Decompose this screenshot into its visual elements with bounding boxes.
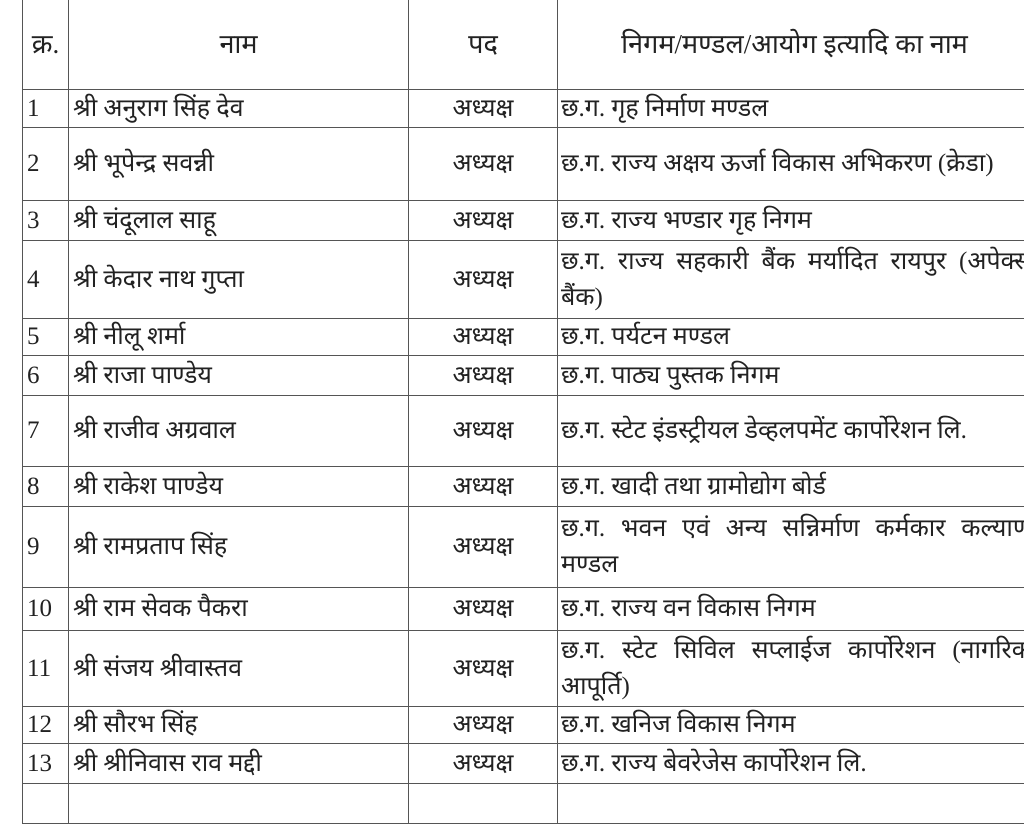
post-title: अध्यक्ष [409,356,558,396]
post-title: अध्यक्ष [409,631,558,707]
serial-number: 6 [23,356,69,396]
post-title: अध्यक्ष [409,201,558,241]
serial-number: 10 [23,588,69,631]
person-name: श्री केदार नाथ गुप्ता [69,241,409,319]
post-title: अध्यक्ष [409,467,558,507]
empty-cell [23,784,69,824]
organization-name: छ.ग. स्टेट सिविल सप्लाईज कार्पोरेशन (नाग… [558,631,1024,707]
person-name: श्री भूपेन्द्र सवन्नी [69,128,409,201]
serial-number: 1 [23,90,69,128]
post-title: अध्यक्ष [409,396,558,467]
person-name: श्री नीलू शर्मा [69,319,409,356]
person-name: श्री राम सेवक पैकरा [69,588,409,631]
person-name: श्री संजय श्रीवास्तव [69,631,409,707]
person-name: श्री चंदूलाल साहू [69,201,409,241]
organization-name: छ.ग. खनिज विकास निगम [558,707,1024,744]
person-name: श्री राजा पाण्डेय [69,356,409,396]
organization-name: छ.ग. राज्य अक्षय ऊर्जा विकास अभिकरण (क्र… [558,128,1024,201]
post-title: अध्यक्ष [409,507,558,588]
serial-number: 11 [23,631,69,707]
person-name: श्री अनुराग सिंह देव [69,90,409,128]
appointments-table: क्र. नाम पद निगम/मण्डल/आयोग इत्यादि का न… [22,0,1024,824]
person-name: श्री राजीव अग्रवाल [69,396,409,467]
person-name: श्री सौरभ सिंह [69,707,409,744]
header-row: क्र. नाम पद निगम/मण्डल/आयोग इत्यादि का न… [23,0,1024,90]
post-title: अध्यक्ष [409,588,558,631]
organization-name: छ.ग. राज्य बेवरेजेस कार्पोरेशन लि. [558,744,1024,784]
person-name: श्री श्रीनिवास राव मद्दी [69,744,409,784]
serial-number: 2 [23,128,69,201]
post-title: अध्यक्ष [409,319,558,356]
empty-cell [409,784,558,824]
organization-name: छ.ग. राज्य सहकारी बैंक मर्यादित रायपुर (… [558,241,1024,319]
serial-number: 13 [23,744,69,784]
serial-number: 12 [23,707,69,744]
serial-number: 7 [23,396,69,467]
empty-cell [69,784,409,824]
header-sno: क्र. [23,0,69,90]
organization-name: छ.ग. स्टेट इंडस्ट्रीयल डेव्हलपमेंट कार्प… [558,396,1024,467]
organization-name: छ.ग. राज्य वन विकास निगम [558,588,1024,631]
serial-number: 3 [23,201,69,241]
person-name: श्री रामप्रताप सिंह [69,507,409,588]
header-org: निगम/मण्डल/आयोग इत्यादि का नाम [558,0,1024,90]
serial-number: 8 [23,467,69,507]
organization-name: छ.ग. पर्यटन मण्डल [558,319,1024,356]
post-title: अध्यक्ष [409,241,558,319]
person-name: श्री राकेश पाण्डेय [69,467,409,507]
organization-name: छ.ग. गृह निर्माण मण्डल [558,90,1024,128]
table-row-partial [23,784,1024,824]
empty-cell [558,784,1024,824]
organization-name: छ.ग. पाठ्य पुस्तक निगम [558,356,1024,396]
header-post: पद [409,0,558,90]
organization-name: छ.ग. भवन एवं अन्य सन्निर्माण कर्मकार कल्… [558,507,1024,588]
organization-name: छ.ग. राज्य भण्डार गृह निगम [558,201,1024,241]
post-title: अध्यक्ष [409,744,558,784]
post-title: अध्यक्ष [409,90,558,128]
serial-number: 9 [23,507,69,588]
organization-name: छ.ग. खादी तथा ग्रामोद्योग बोर्ड [558,467,1024,507]
post-title: अध्यक्ष [409,707,558,744]
serial-number: 5 [23,319,69,356]
post-title: अध्यक्ष [409,128,558,201]
header-name: नाम [69,0,409,90]
serial-number: 4 [23,241,69,319]
